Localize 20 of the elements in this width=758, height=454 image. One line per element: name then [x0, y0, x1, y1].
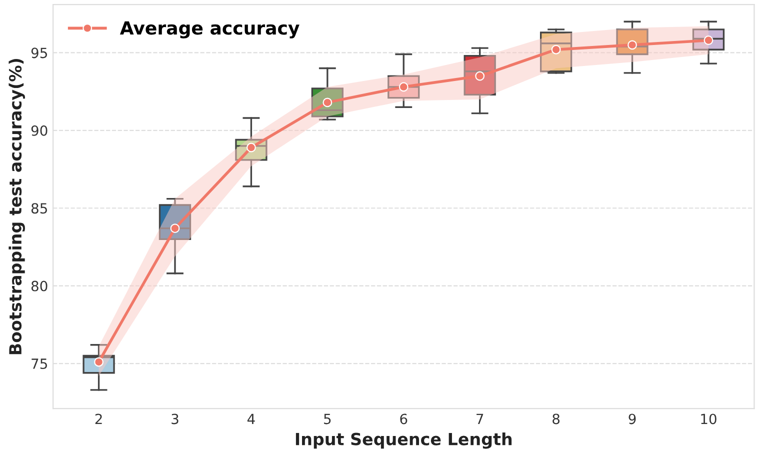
x-tick-label: 5 — [324, 414, 331, 424]
y-tick-label: 95 — [31, 48, 47, 58]
legend-label: Average accuracy — [120, 21, 300, 38]
y-axis-title: Bootstrapping test accuracy(%) — [8, 58, 25, 354]
x-tick-label: 10 — [701, 414, 716, 424]
x-axis-title: Input Sequence Length — [296, 432, 512, 449]
point — [170, 224, 180, 234]
y-tick-label: 80 — [31, 280, 48, 292]
y-tick-label: 90 — [31, 125, 48, 136]
x-tick-label: 7 — [476, 414, 484, 424]
point — [551, 44, 561, 54]
x-tick-label: 2 — [95, 414, 102, 424]
x-tick-label: 8 — [552, 414, 560, 424]
point — [475, 71, 485, 81]
x-tick-label: 3 — [172, 414, 178, 424]
x-tick-label: 9 — [628, 414, 636, 424]
y-tick-label: 75 — [32, 358, 47, 370]
x-tick-label: 6 — [400, 414, 408, 424]
y-tick-label: 85 — [31, 203, 47, 214]
x-tick-label: 4 — [247, 414, 255, 424]
